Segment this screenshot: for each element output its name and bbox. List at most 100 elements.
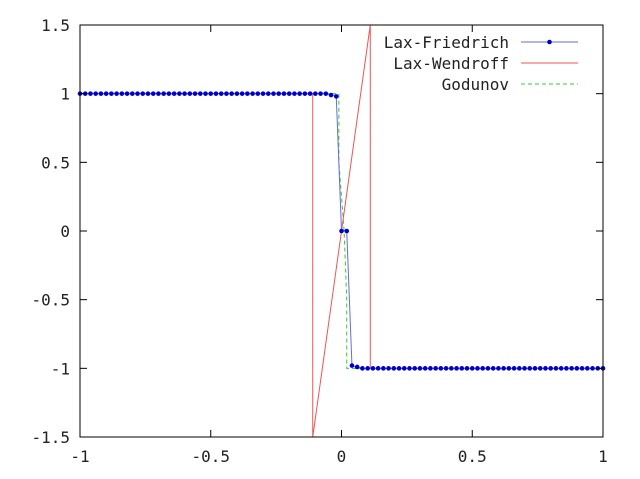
lax-friedrich-point	[375, 366, 381, 371]
lax-friedrich-point	[412, 366, 418, 371]
lax-friedrich-point	[166, 91, 172, 96]
lax-friedrich-point	[381, 366, 386, 371]
lax-friedrich-point	[553, 366, 559, 371]
legend-lax-friedrich-label: Lax-Friedrich	[384, 33, 509, 52]
lax-friedrich-point	[171, 91, 177, 96]
y-tick-label: 0.5	[41, 153, 70, 172]
y-tick-label: 1	[60, 85, 70, 104]
lax-friedrich-point	[197, 91, 203, 96]
lax-friedrich-point	[527, 366, 533, 371]
lax-friedrich-point	[130, 91, 135, 96]
lax-friedrich-point	[307, 91, 313, 96]
lax-friedrich-point	[543, 366, 548, 371]
lax-friedrich-point	[182, 91, 187, 96]
lax-friedrich-point	[313, 91, 318, 96]
axes: -1 -0.5 0 0.5 1-1.5-1-0.500.511.5	[31, 16, 607, 466]
lax-friedrich-point	[438, 366, 444, 371]
lax-friedrich-point	[401, 366, 407, 371]
lax-friedrich-point	[339, 228, 344, 234]
y-tick-label: -1.5	[31, 428, 70, 447]
legend-lax-friedrich-marker	[547, 39, 552, 45]
lax-friedrich-point	[103, 91, 109, 96]
lax-friedrich-point	[485, 366, 491, 371]
lax-friedrich-point	[433, 366, 438, 371]
lax-friedrich-point	[454, 366, 459, 371]
lax-friedrich-point	[386, 366, 391, 371]
lax-friedrich-point	[396, 366, 402, 371]
lax-friedrich-point	[135, 91, 140, 96]
legend-godunov-label: Godunov	[442, 75, 509, 94]
series-godunov-line	[80, 93, 603, 369]
lax-friedrich-point	[475, 366, 480, 371]
lax-friedrich-point	[354, 364, 360, 370]
lax-friedrich-point	[286, 91, 292, 96]
lax-friedrich-point	[145, 91, 151, 96]
lax-friedrich-point	[224, 91, 229, 96]
lax-friedrich-point	[114, 91, 119, 96]
x-tick-label: 0	[337, 447, 347, 466]
lax-friedrich-point	[328, 92, 334, 98]
lax-friedrich-point	[459, 366, 465, 371]
lax-friedrich-point	[496, 366, 501, 371]
lax-friedrich-point	[548, 366, 553, 371]
lax-friedrich-point	[245, 91, 250, 96]
lax-friedrich-point	[192, 91, 198, 96]
lax-friedrich-point	[229, 91, 234, 96]
x-tick-label: 1	[598, 447, 608, 466]
lax-friedrich-point	[265, 91, 271, 96]
lax-friedrich-point	[569, 366, 574, 371]
lax-friedrich-point	[333, 94, 339, 99]
legend: Lax-Friedrich Lax-Wendroff Godunov	[384, 33, 578, 94]
lax-friedrich-point	[98, 91, 104, 96]
y-tick-label: -0.5	[31, 291, 70, 310]
lax-friedrich-point	[250, 91, 255, 96]
lax-friedrich-point	[574, 366, 580, 371]
lax-friedrich-point	[88, 91, 93, 96]
lax-friedrich-point	[407, 366, 412, 371]
lax-friedrich-point	[234, 91, 240, 96]
lax-friedrich-point	[271, 91, 276, 96]
lax-friedrich-point	[297, 91, 302, 96]
lax-friedrich-point	[365, 366, 370, 371]
lax-friedrich-point	[506, 366, 512, 371]
lax-friedrich-point	[156, 91, 161, 96]
lax-friedrich-point	[318, 91, 323, 96]
lax-friedrich-point	[490, 366, 496, 371]
lax-friedrich-point	[370, 366, 376, 371]
lax-friedrich-point	[276, 91, 282, 96]
lax-friedrich-point	[349, 363, 355, 368]
lax-friedrich-point	[124, 91, 130, 96]
lax-friedrich-point	[255, 91, 261, 96]
lax-friedrich-point	[585, 366, 590, 371]
lax-friedrich-point	[177, 91, 182, 96]
lax-friedrich-point	[161, 91, 166, 96]
lax-friedrich-point	[360, 366, 365, 371]
lax-friedrich-point	[391, 366, 397, 371]
lax-friedrich-point	[323, 91, 329, 96]
x-tick-label: 0.5	[458, 447, 487, 466]
lax-friedrich-point	[579, 366, 585, 371]
lax-friedrich-point	[428, 366, 433, 371]
y-tick-label: 0	[60, 222, 70, 241]
lax-friedrich-point	[187, 91, 193, 96]
lax-friedrich-point	[140, 91, 146, 96]
x-tick-label: -1	[70, 447, 89, 466]
lax-friedrich-point	[344, 228, 350, 234]
lax-friedrich-point	[239, 91, 245, 96]
lax-friedrich-point	[537, 366, 543, 371]
lax-friedrich-point	[119, 91, 125, 96]
lax-friedrich-point	[260, 91, 266, 96]
lax-friedrich-point	[281, 91, 287, 96]
lax-friedrich-point	[464, 366, 470, 371]
lax-friedrich-point	[469, 366, 475, 371]
lax-friedrich-point	[208, 91, 214, 96]
lax-friedrich-point	[501, 366, 506, 371]
lax-friedrich-point	[522, 366, 527, 371]
x-tick-label: -0.5	[191, 447, 230, 466]
lax-friedrich-point	[480, 366, 486, 371]
lax-friedrich-point	[517, 366, 522, 371]
lax-friedrich-point	[564, 366, 569, 371]
lax-friedrich-point	[150, 91, 156, 96]
lax-friedrich-point	[213, 91, 219, 96]
lax-friedrich-point	[449, 366, 454, 371]
